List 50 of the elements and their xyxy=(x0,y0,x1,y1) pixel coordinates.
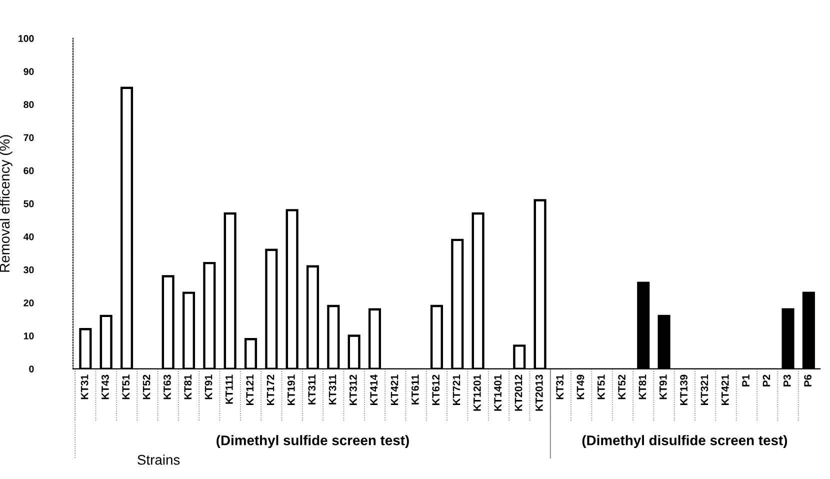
x-tick-label: KT2013 xyxy=(535,374,543,411)
x-tick-label: KT139 xyxy=(680,374,688,405)
x-tick-label: KT311 xyxy=(308,374,316,404)
x-tick-label: KT612 xyxy=(432,374,440,405)
y-tick-label: 80 xyxy=(24,101,34,108)
x-tick-label: KT43 xyxy=(102,374,109,400)
y-tick-label: 40 xyxy=(23,233,34,240)
x-tick-label: P1 xyxy=(742,374,750,386)
y-tick-label: 20 xyxy=(24,299,34,306)
x-tick-label: KT63 xyxy=(164,374,171,400)
x-tick-label: KT49 xyxy=(576,374,584,400)
x-tick-label: KT31 xyxy=(556,374,564,400)
y-tick-label: 0 xyxy=(29,366,34,372)
x-tick-label: P6 xyxy=(804,374,812,386)
x-tick-label: KT611 xyxy=(411,374,419,404)
x-tick-label: KT321 xyxy=(700,374,708,405)
x-tick-label: KT81 xyxy=(638,374,646,400)
x-tick-label: KT421 xyxy=(721,374,729,405)
x-tick-label: KT172 xyxy=(266,374,274,405)
x-tick-label: KT1201 xyxy=(473,374,481,411)
y-tick-label: 70 xyxy=(24,134,34,142)
y-tick-label: 90 xyxy=(24,68,34,75)
text: (Dimethyl disulfide screen test) xyxy=(582,435,788,448)
x-tick-label: KT121 xyxy=(246,374,254,405)
x-tick-label: KT414 xyxy=(370,374,378,405)
x-tick-label: KT31 xyxy=(80,374,88,400)
y-tick-label: 100 xyxy=(18,35,34,42)
y-tick-label: 50 xyxy=(24,200,34,208)
x-tick-label: KT311 xyxy=(328,374,336,404)
x-tick-label: KT91 xyxy=(659,374,667,400)
y-tick-label: 60 xyxy=(24,167,34,174)
x-tick-label: KT52 xyxy=(142,374,150,400)
text: (Dimethyl sulfide screen test) xyxy=(216,435,409,448)
x-tick-label: KT191 xyxy=(287,374,295,405)
x-tick-label: KT91 xyxy=(204,374,212,400)
x-tick-label: P3 xyxy=(783,374,791,386)
y-tick-label: 30 xyxy=(24,266,34,274)
x-tick-label: KT2012 xyxy=(514,374,522,411)
x-tick-label: KT1401 xyxy=(494,374,502,411)
x-tick-label: P2 xyxy=(762,374,770,386)
x-tick-label: KT421 xyxy=(390,374,398,405)
x-tick-label: KT111 xyxy=(226,374,233,404)
x-tick-label: KT312 xyxy=(349,374,357,405)
y-tick-label: 10 xyxy=(24,332,34,340)
x-tick-label: KT52 xyxy=(618,374,626,400)
x-tick-label: KT721 xyxy=(452,374,460,405)
x-tick-label: KT51 xyxy=(598,374,605,400)
x-tick-label: KT51 xyxy=(122,374,130,400)
x-axis-title: Strains xyxy=(138,454,180,465)
x-tick-label: KT81 xyxy=(184,374,192,400)
